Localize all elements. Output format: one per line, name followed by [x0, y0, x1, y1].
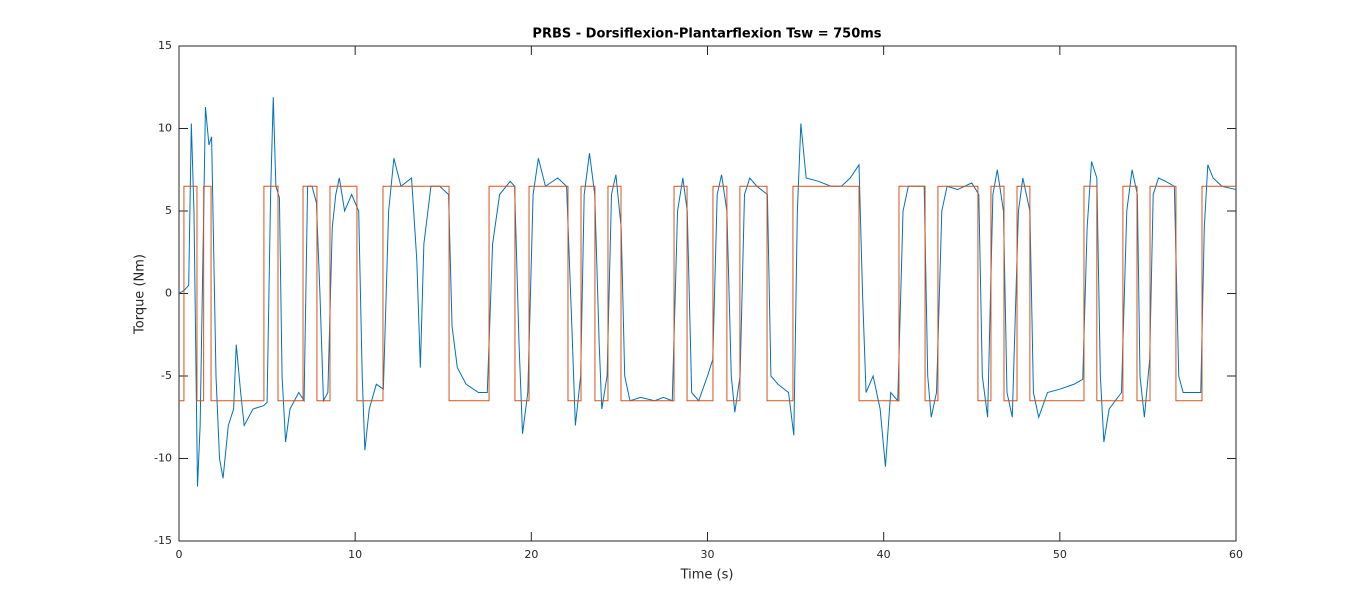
x-tick-label: 10	[348, 548, 362, 561]
y-tick-label: -15	[154, 534, 172, 547]
x-tick-label: 0	[176, 548, 183, 561]
y-tick-label: 15	[158, 39, 172, 52]
x-tick-label: 40	[877, 548, 891, 561]
y-axis-label: Torque (Nm)	[133, 254, 148, 335]
x-tick-label: 20	[524, 548, 538, 561]
y-tick-label: -10	[154, 452, 172, 465]
series-line	[179, 185, 1236, 402]
y-tick-label: 0	[165, 287, 172, 300]
x-tick-label: 50	[1053, 548, 1067, 561]
y-tick-label: 10	[158, 122, 172, 135]
x-tick-label: 60	[1229, 548, 1243, 561]
x-tick-label: 30	[701, 548, 715, 561]
x-axis-label: Time (s)	[680, 568, 734, 583]
y-tick-label: 5	[165, 204, 172, 217]
y-tick-label: -5	[161, 369, 172, 382]
chart-title: PRBS - Dorsiflexion-Plantarflexion Tsw =…	[532, 27, 881, 42]
